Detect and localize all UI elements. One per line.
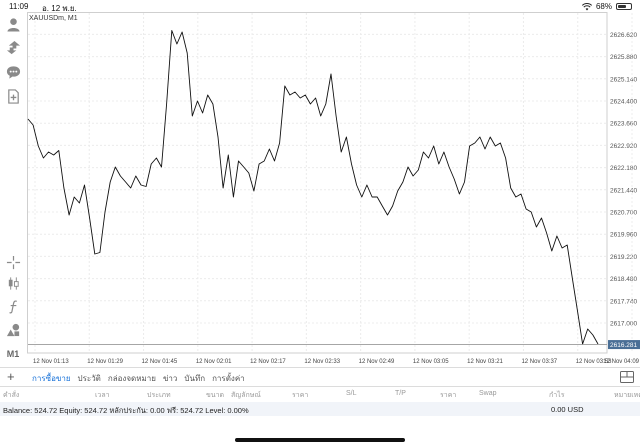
y-tick-label: 2624.400 [610,99,637,106]
chart-type-tool[interactable] [4,275,22,291]
price-line [27,30,599,345]
column-header[interactable]: สัญลักษณ์ [231,392,261,399]
status-indicators: 68% [581,2,632,11]
chart-symbol-label: XAUUSDm, M1 [29,15,78,22]
chart-canvas[interactable]: 2626.620 2625.880 2625.140 2624.400 2623.660… [27,12,640,369]
chart-divider [0,367,640,368]
total-profit: 0.00 USD [551,405,584,414]
column-header[interactable]: ราคา [292,392,309,399]
x-tick-label: 12 Nov 02:33 [304,359,340,365]
timeframe-button[interactable]: M1 [4,346,22,362]
y-tick-label: 2623.660 [610,121,637,128]
trade-table-header: คำสั่ง เวลา ประเภท ขนาด สัญลักษณ์ ราคา S/L T/P ร… [0,387,640,401]
y-tick-label: 2621.440 [610,187,637,194]
tab-3[interactable]: ข่าว [162,374,178,383]
column-header[interactable]: ราคา [440,392,457,399]
trade-tool[interactable] [4,39,22,55]
new-document-icon [7,88,19,104]
x-tick-label: 12 Nov 03:53 [576,359,612,365]
y-tick-label: 2625.140 [610,76,637,83]
column-header[interactable]: ประเภท [147,392,171,399]
column-header[interactable]: ขนาด [206,392,225,399]
account-tool[interactable] [4,16,22,32]
tab-0[interactable]: การซื้อขาย [32,374,71,383]
timeframe-label: M1 [6,349,20,359]
terminal-tabs: การซื้อขาย ประวัติ กล่องจดหมาย ข่าว บันทึก กา… [32,372,245,385]
tab-1[interactable]: ประวัติ [77,374,101,383]
function-icon [8,299,17,313]
plot-frame [27,12,608,354]
current-price-label: 2616.281 [610,342,637,349]
tab-2[interactable]: กล่องจดหมาย [107,374,156,383]
y-tick-label: 2617.740 [610,298,637,305]
x-tick-label: 12 Nov 01:45 [142,359,178,365]
status-time: 11:09 [9,2,29,11]
x-tick-label: 12 Nov 02:17 [250,359,286,365]
column-header[interactable]: T/P [395,390,406,397]
status-bar: 11:09 อ. 12 พ.ย. 68% [0,0,640,13]
x-tick-label: 12 Nov 03:21 [467,359,503,365]
terminal-tab-bar: + การซื้อขาย ประวัติ กล่องจดหมาย ข่าว บันทึก… [0,368,640,386]
y-tick-label: 2622.180 [610,165,637,172]
layout-toggle-icon[interactable] [620,371,634,383]
x-tick-label: 12 Nov 01:29 [87,359,123,365]
crosshair-icon [6,255,20,269]
candlestick-icon [8,276,19,290]
account-summary: Balance: 524.72 Equity: 524.72 หลักประกั… [3,406,249,415]
wifi-icon [581,2,592,10]
battery-level [618,5,627,8]
battery-icon [616,3,632,10]
tab-4[interactable]: บันทึก [184,374,206,383]
y-tick-label: 2622.920 [610,143,637,150]
crosshair-tool[interactable] [4,254,22,270]
y-tick-label: 2618.480 [610,276,637,283]
person-icon [6,17,20,32]
buy-sell-arrows-icon [6,40,20,54]
shapes-icon [6,323,19,336]
left-toolbar: M1 [0,12,26,394]
column-header[interactable]: Swap [479,390,497,397]
price-chart[interactable]: 2626.620 2625.880 2625.140 2624.400 2623.660… [27,12,640,369]
x-tick-label: 12 Nov 03:37 [521,359,557,365]
x-tick-label: 12 Nov 02:01 [196,359,232,365]
y-tick-label: 2620.700 [610,210,637,217]
battery-percentage: 68% [595,2,612,11]
indicators-tool[interactable] [4,298,22,314]
column-header[interactable]: S/L [346,390,357,397]
x-tick-label: 12 Nov 04:09 [603,359,639,365]
x-tick-label: 12 Nov 01:13 [33,359,69,365]
x-tick-label: 12 Nov 03:05 [413,359,449,365]
tabs-divider [0,386,640,387]
account-summary-row[interactable]: Balance: 524.72 Equity: 524.72 หลักประกั… [0,402,640,416]
chat-bubble-icon [6,65,20,79]
column-header[interactable]: หมายเหตุ [614,392,640,399]
y-tick-label: 2619.960 [610,232,637,239]
x-tick-label: 12 Nov 02:49 [359,359,395,365]
column-header[interactable]: คำสั่ง [3,392,20,399]
column-header[interactable]: กำไร [549,392,565,399]
tab-5[interactable]: การตั้งค่า [212,374,245,383]
status-date: อ. 12 พ.ย. [42,4,77,13]
current-price-tag [608,340,640,350]
column-header[interactable]: เวลา [95,392,110,399]
y-tick-label: 2625.880 [610,54,637,61]
chat-tool[interactable] [4,64,22,80]
new-order-tool[interactable] [4,88,22,104]
y-tick-label: 2617.000 [610,321,637,328]
y-tick-label: 2619.220 [610,254,637,261]
home-indicator[interactable] [235,438,405,442]
objects-tool[interactable] [4,321,22,337]
y-tick-label: 2626.620 [610,32,637,39]
add-button[interactable]: + [7,369,15,384]
